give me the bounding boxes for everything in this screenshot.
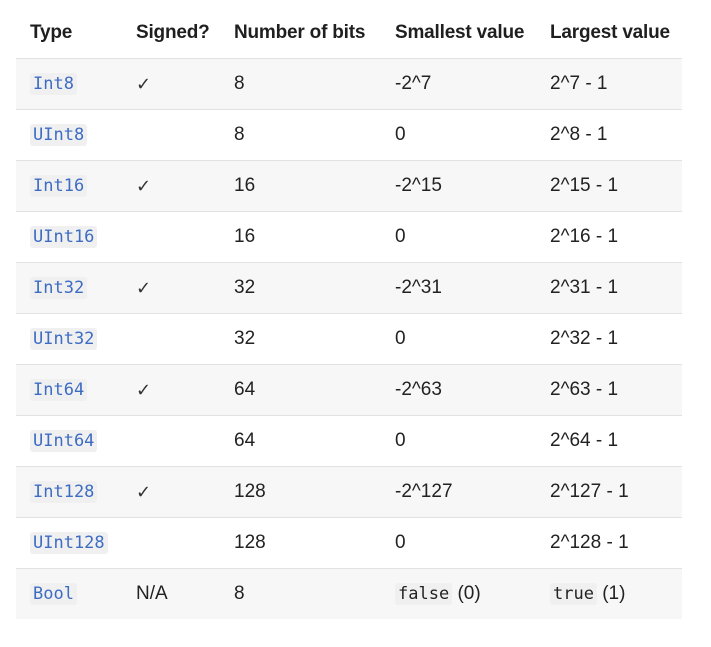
- cell-largest: 2^128 - 1: [550, 532, 629, 553]
- cell-type: Int128: [16, 467, 122, 518]
- cell-signed: ✓: [136, 481, 152, 503]
- type-name: Int128: [30, 481, 98, 503]
- integer-types-table: Type Signed? Number of bits Smallest val…: [16, 8, 682, 619]
- cell-type: Int64: [16, 365, 122, 416]
- cell-bits: 16: [234, 226, 256, 247]
- table-row: Int32 ✓ 32 -2^31 2^31 - 1: [16, 262, 682, 314]
- cell-largest: 2^15 - 1: [550, 175, 619, 196]
- cell-type: Int8: [16, 59, 122, 110]
- cell-bits: 8: [234, 583, 245, 604]
- cell-type: Int32: [16, 263, 122, 314]
- cell-signed: ✓: [136, 277, 152, 299]
- cell-largest: 2^7 - 1: [550, 73, 608, 94]
- cell-signed: [122, 416, 220, 467]
- table-row: UInt32 32 0 2^32 - 1: [16, 313, 682, 365]
- cell-type: UInt16: [16, 212, 122, 263]
- table-row: UInt128 128 0 2^128 - 1: [16, 517, 682, 569]
- type-name: UInt32: [30, 328, 98, 350]
- table-row: Bool N/A 8 false (0) true (1): [16, 568, 682, 620]
- cell-largest: 2^31 - 1: [550, 277, 619, 298]
- cell-type: UInt8: [16, 110, 122, 161]
- type-name: UInt8: [30, 124, 88, 146]
- literal-true: true: [550, 583, 597, 605]
- table-row: Int128 ✓ 128 -2^127 2^127 - 1: [16, 466, 682, 518]
- integer-types-table-container: Type Signed? Number of bits Smallest val…: [16, 8, 682, 619]
- cell-type: UInt32: [16, 314, 122, 365]
- cell-bits: 8: [234, 73, 245, 94]
- cell-smallest: 0: [395, 328, 406, 349]
- cell-signed: ✓: [136, 73, 152, 95]
- cell-type: Int16: [16, 161, 122, 212]
- cell-smallest: 0: [395, 226, 406, 247]
- cell-largest: 2^16 - 1: [550, 226, 619, 247]
- cell-largest: 2^8 - 1: [550, 124, 608, 145]
- cell-smallest: 0: [395, 124, 406, 145]
- cell-bits: 32: [234, 277, 256, 298]
- header-smallest: Smallest value: [395, 22, 525, 43]
- cell-signed: ✓: [136, 379, 152, 401]
- cell-smallest: -2^15: [395, 175, 442, 196]
- cell-type: UInt64: [16, 416, 122, 467]
- cell-bits: 32: [234, 328, 256, 349]
- cell-smallest: -2^127: [395, 481, 453, 502]
- type-name: Int16: [30, 175, 88, 197]
- header-largest: Largest value: [550, 22, 670, 43]
- cell-largest: 2^127 - 1: [550, 481, 629, 502]
- type-name: Int8: [30, 73, 77, 95]
- cell-signed: [122, 212, 220, 263]
- type-name: UInt128: [30, 532, 108, 554]
- table-row: UInt64 64 0 2^64 - 1: [16, 415, 682, 467]
- cell-signed: ✓: [136, 175, 152, 197]
- cell-largest: 2^32 - 1: [550, 328, 619, 349]
- type-name: Int32: [30, 277, 88, 299]
- cell-smallest: 0: [395, 532, 406, 553]
- cell-bits: 8: [234, 124, 245, 145]
- type-name: Bool: [30, 583, 77, 605]
- type-name: UInt16: [30, 226, 98, 248]
- literal-false: false: [395, 583, 453, 605]
- cell-smallest: -2^7: [395, 73, 432, 94]
- cell-largest: 2^63 - 1: [550, 379, 619, 400]
- cell-bits: 128: [234, 481, 266, 502]
- type-name: Int64: [30, 379, 88, 401]
- cell-signed: N/A: [136, 583, 168, 604]
- header-signed: Signed?: [136, 22, 210, 43]
- cell-bits: 64: [234, 430, 256, 451]
- header-bits: Number of bits: [234, 22, 366, 43]
- smallest-suffix: (0): [452, 583, 481, 604]
- cell-bits: 128: [234, 532, 266, 553]
- cell-signed: [122, 110, 220, 161]
- cell-bits: 16: [234, 175, 256, 196]
- cell-bits: 64: [234, 379, 256, 400]
- table-row: Int16 ✓ 16 -2^15 2^15 - 1: [16, 160, 682, 212]
- table-row: Int8 ✓ 8 -2^7 2^7 - 1: [16, 58, 682, 110]
- cell-smallest: false (0): [381, 569, 536, 620]
- cell-signed: [122, 314, 220, 365]
- cell-type: UInt128: [16, 518, 122, 569]
- cell-signed: [122, 518, 220, 569]
- cell-largest: true (1): [536, 569, 682, 620]
- cell-smallest: -2^31: [395, 277, 442, 298]
- cell-type: Bool: [16, 569, 122, 620]
- header-type: Type: [30, 22, 73, 43]
- table-row: Int64 ✓ 64 -2^63 2^63 - 1: [16, 364, 682, 416]
- table-row: UInt16 16 0 2^16 - 1: [16, 211, 682, 263]
- cell-largest: 2^64 - 1: [550, 430, 619, 451]
- cell-smallest: 0: [395, 430, 406, 451]
- largest-suffix: (1): [596, 583, 626, 604]
- table-row: UInt8 8 0 2^8 - 1: [16, 109, 682, 161]
- table-header-row: Type Signed? Number of bits Smallest val…: [16, 8, 682, 59]
- cell-smallest: -2^63: [395, 379, 442, 400]
- type-name: UInt64: [30, 430, 98, 452]
